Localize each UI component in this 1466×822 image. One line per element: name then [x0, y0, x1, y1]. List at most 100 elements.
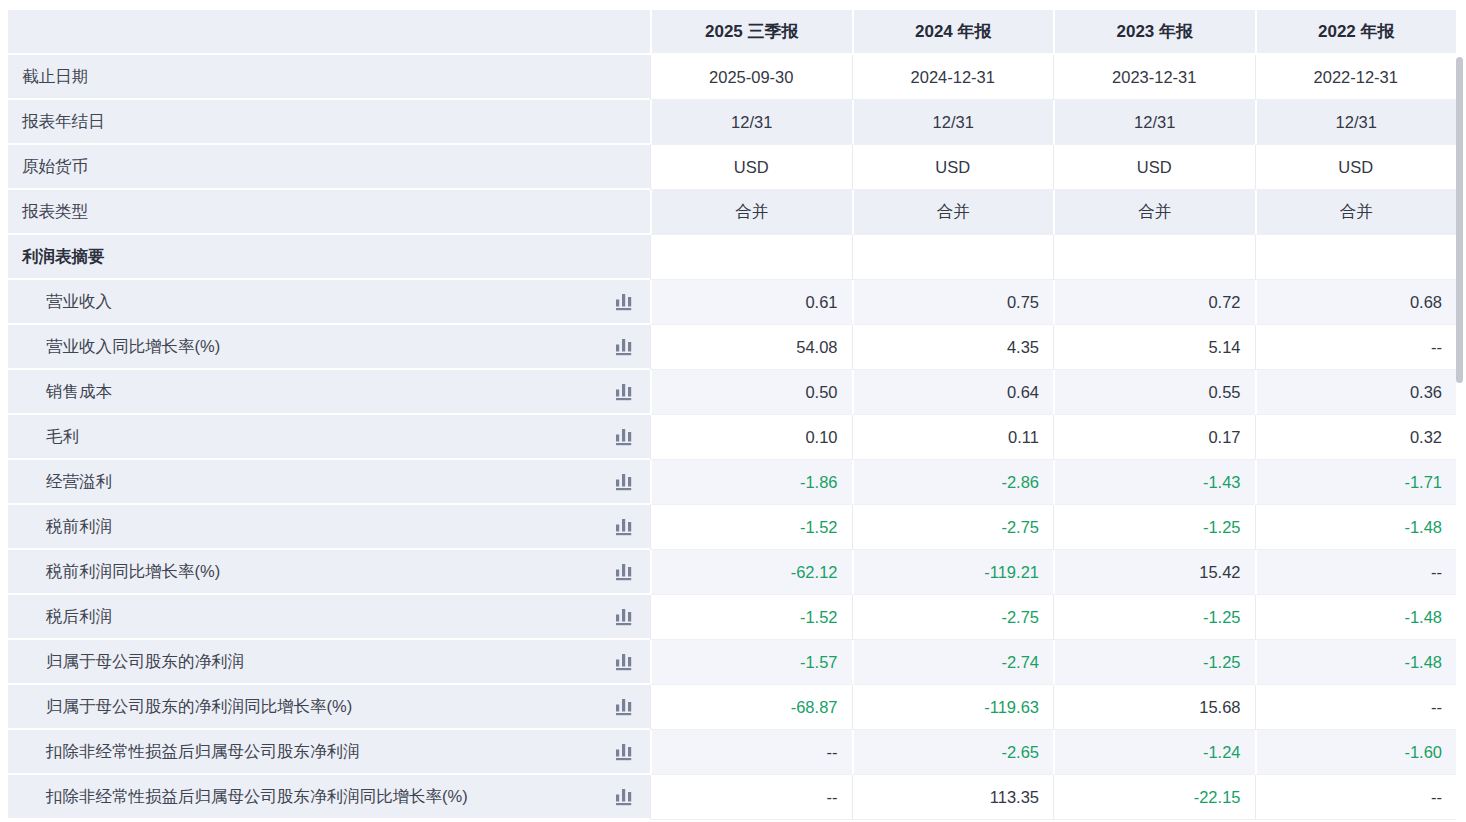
column-header: 2022 年报 — [1255, 10, 1457, 55]
metric-value: -2.75 — [852, 595, 1054, 640]
metric-label: 销售成本 — [8, 381, 112, 403]
metric-value: 0.17 — [1053, 415, 1255, 460]
metric-label: 营业收入同比增长率(%) — [8, 336, 220, 358]
vertical-scrollbar-thumb[interactable] — [1456, 57, 1463, 383]
info-value: 12/31 — [1255, 100, 1457, 145]
metric-label-cell: 销售成本 — [8, 370, 650, 415]
metric-value: -119.21 — [852, 550, 1054, 595]
header-empty-cell — [8, 10, 650, 55]
info-value: 合并 — [650, 190, 852, 235]
metric-row: 毛利 0.100.110.170.32 — [8, 415, 1456, 460]
row-label-cell: 截止日期 — [8, 55, 650, 100]
bar-chart-icon[interactable] — [614, 471, 635, 492]
metric-value: -62.12 — [650, 550, 852, 595]
metric-value: -2.74 — [852, 640, 1054, 685]
metric-label: 毛利 — [8, 426, 79, 448]
metric-label-cell: 营业收入同比增长率(%) — [8, 325, 650, 370]
row-label: 截止日期 — [8, 66, 88, 88]
metric-value: -2.86 — [852, 460, 1054, 505]
metric-value: 0.61 — [650, 280, 852, 325]
bar-chart-icon[interactable] — [614, 696, 635, 717]
bar-chart-icon[interactable] — [614, 651, 635, 672]
metric-value: -119.63 — [852, 685, 1054, 730]
metric-label-cell: 经营溢利 — [8, 460, 650, 505]
metric-row: 营业收入 0.610.750.720.68 — [8, 280, 1456, 325]
metric-row: 营业收入同比增长率(%) 54.084.355.14-- — [8, 325, 1456, 370]
bar-chart-icon[interactable] — [614, 741, 635, 762]
column-header: 2024 年报 — [852, 10, 1054, 55]
bar-chart-icon[interactable] — [614, 426, 635, 447]
metric-label-cell: 扣除非经常性损益后归属母公司股东净利润 — [8, 730, 650, 775]
info-value: 合并 — [1255, 190, 1457, 235]
metric-value: -- — [1255, 775, 1457, 820]
table-header-row: 2025 三季报2024 年报2023 年报2022 年报 — [8, 10, 1456, 55]
row-label: 原始货币 — [8, 156, 88, 178]
metric-label-cell: 营业收入 — [8, 280, 650, 325]
metric-label: 扣除非经常性损益后归属母公司股东净利润同比增长率(%) — [8, 786, 468, 808]
income-statement-table: 2025 三季报2024 年报2023 年报2022 年报 截止日期 2025-0… — [8, 10, 1456, 820]
empty-cell — [852, 235, 1054, 280]
metric-value: 0.68 — [1255, 280, 1457, 325]
metric-value: -1.25 — [1053, 595, 1255, 640]
metric-value: -1.71 — [1255, 460, 1457, 505]
bar-chart-icon[interactable] — [614, 786, 635, 807]
info-value: USD — [650, 145, 852, 190]
info-row: 原始货币USDUSDUSDUSD — [8, 145, 1456, 190]
metric-value: 0.11 — [852, 415, 1054, 460]
metric-row: 扣除非经常性损益后归属母公司股东净利润 ---2.65-1.24-1.60 — [8, 730, 1456, 775]
section-title: 利润表摘要 — [8, 246, 105, 268]
metric-value: -1.48 — [1255, 505, 1457, 550]
metric-value: -- — [1255, 325, 1457, 370]
empty-cell — [650, 235, 852, 280]
info-value: 2025-09-30 — [650, 55, 852, 100]
info-row: 报表年结日12/3112/3112/3112/31 — [8, 100, 1456, 145]
metric-label: 归属于母公司股东的净利润同比增长率(%) — [8, 696, 352, 718]
row-label-cell: 报表年结日 — [8, 100, 650, 145]
metric-label-cell: 扣除非经常性损益后归属母公司股东净利润同比增长率(%) — [8, 775, 650, 820]
metric-value: -- — [650, 730, 852, 775]
metric-value: -1.24 — [1053, 730, 1255, 775]
metric-row: 税后利润 -1.52-2.75-1.25-1.48 — [8, 595, 1456, 640]
metric-row: 销售成本 0.500.640.550.36 — [8, 370, 1456, 415]
metric-row: 税前利润同比增长率(%) -62.12-119.2115.42-- — [8, 550, 1456, 595]
metric-value: -- — [650, 775, 852, 820]
row-label: 报表年结日 — [8, 111, 105, 133]
metric-value: 0.32 — [1255, 415, 1457, 460]
metric-value: 0.10 — [650, 415, 852, 460]
metric-value: -1.57 — [650, 640, 852, 685]
metric-value: 15.68 — [1053, 685, 1255, 730]
metric-label: 税后利润 — [8, 606, 112, 628]
row-label-cell: 报表类型 — [8, 190, 650, 235]
metric-value: 0.75 — [852, 280, 1054, 325]
bar-chart-icon[interactable] — [614, 516, 635, 537]
metric-label-cell: 税前利润 — [8, 505, 650, 550]
info-value: 12/31 — [852, 100, 1054, 145]
info-row: 截止日期2025-09-302024-12-312023-12-312022-1… — [8, 55, 1456, 100]
metric-value: 15.42 — [1053, 550, 1255, 595]
metric-value: 0.64 — [852, 370, 1054, 415]
bar-chart-icon[interactable] — [614, 381, 635, 402]
info-value: 12/31 — [1053, 100, 1255, 145]
bar-chart-icon[interactable] — [614, 606, 635, 627]
metric-value: 54.08 — [650, 325, 852, 370]
empty-cell — [1255, 235, 1457, 280]
metric-value: 113.35 — [852, 775, 1054, 820]
metric-label: 扣除非经常性损益后归属母公司股东净利润 — [8, 741, 360, 763]
metric-value: -1.60 — [1255, 730, 1457, 775]
metric-label: 归属于母公司股东的净利润 — [8, 651, 244, 673]
metric-value: -1.52 — [650, 505, 852, 550]
metric-label: 税前利润 — [8, 516, 112, 538]
metric-value: 0.72 — [1053, 280, 1255, 325]
metric-value: -- — [1255, 685, 1457, 730]
bar-chart-icon[interactable] — [614, 561, 635, 582]
metric-row: 归属于母公司股东的净利润 -1.57-2.74-1.25-1.48 — [8, 640, 1456, 685]
metric-value: 0.55 — [1053, 370, 1255, 415]
empty-cell — [1053, 235, 1255, 280]
metric-value: 4.35 — [852, 325, 1054, 370]
info-value: 2023-12-31 — [1053, 55, 1255, 100]
metric-row: 税前利润 -1.52-2.75-1.25-1.48 — [8, 505, 1456, 550]
bar-chart-icon[interactable] — [614, 336, 635, 357]
bar-chart-icon[interactable] — [614, 291, 635, 312]
metric-label-cell: 税后利润 — [8, 595, 650, 640]
metric-value: -1.25 — [1053, 505, 1255, 550]
